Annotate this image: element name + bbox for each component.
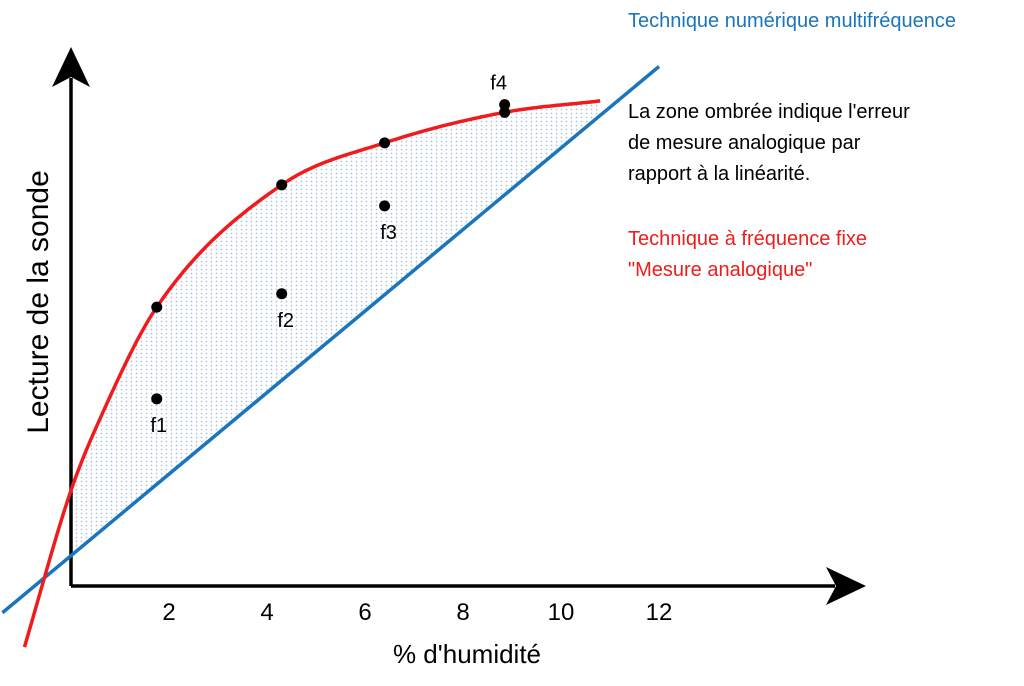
note-line-2: de mesure analogique par: [628, 132, 861, 154]
series-lines: [1, 65, 661, 648]
legend-red-label-line-2: "Mesure analogique": [628, 259, 812, 281]
data-point: [151, 301, 163, 313]
point-label-f3: f3: [380, 222, 397, 244]
note-line-1: La zone ombrée indique l'erreur: [628, 101, 910, 123]
x-tick-label: 8: [456, 599, 469, 626]
x-tick-label: 10: [548, 599, 575, 626]
shaded-error-area: [71, 100, 601, 556]
note-line-3: rapport à la linéarité.: [628, 163, 810, 185]
x-axis-label: % d'humidité: [393, 639, 541, 669]
x-tick-label: 2: [162, 599, 175, 626]
data-point: [151, 393, 163, 405]
point-label-f2: f2: [277, 310, 294, 332]
y-axis-label: Lecture de la sonde: [22, 170, 55, 434]
x-tick-label: 12: [646, 599, 673, 626]
legend-red-label-line-1: Technique à fréquence fixe: [628, 228, 867, 250]
x-tick-labels: 2 4 6 8 10 12: [162, 599, 672, 626]
y-axis-arrow: [52, 47, 90, 87]
shaded-area: [71, 100, 601, 556]
x-axis-arrow: [826, 567, 866, 605]
legend-blue-label: Technique numérique multifréquence: [628, 10, 956, 32]
series-line-multifrequence: [1, 65, 661, 615]
x-tick-label: 6: [358, 599, 371, 626]
data-point: [276, 288, 288, 300]
data-point: [499, 106, 511, 118]
data-point: [276, 179, 288, 191]
x-tick-label: 4: [260, 599, 273, 626]
data-point: [379, 137, 391, 149]
data-point: [379, 200, 391, 212]
axes: [52, 47, 866, 605]
data-points: f1 f2 f3 f4: [150, 73, 511, 437]
point-label-f4: f4: [490, 73, 507, 95]
data-point: [499, 99, 511, 111]
point-label-f1: f1: [150, 415, 167, 437]
